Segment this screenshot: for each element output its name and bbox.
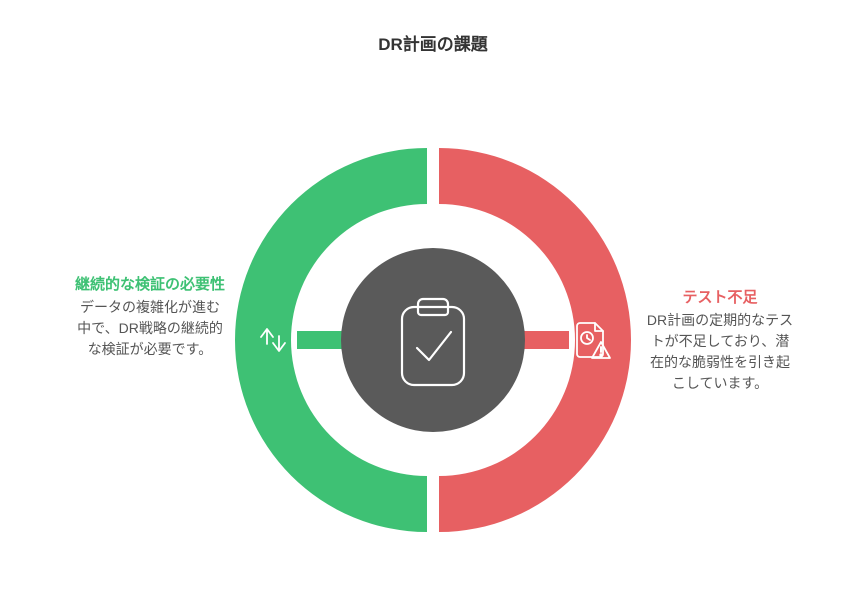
donut-diagram xyxy=(221,128,645,552)
right-text-block: テスト不足 DR計画の定期的なテストが不足しており、潜在的な脆弱性を引き起こして… xyxy=(645,288,795,394)
right-connector xyxy=(523,331,569,349)
gap-r-bot xyxy=(523,351,571,361)
left-desc: データの複雑化が進む中で、DR戦略の継続的な検証が必要です。 xyxy=(75,297,225,360)
diagram-title: DR計画の課題 xyxy=(0,30,866,55)
right-title: テスト不足 xyxy=(645,288,795,308)
gap-r-top xyxy=(523,319,571,329)
left-text-block: 継続的な検証の必要性 データの複雑化が進む中で、DR戦略の継続的な検証が必要です… xyxy=(75,275,225,360)
gap-l-bot xyxy=(295,351,343,361)
right-desc: DR計画の定期的なテストが不足しており、潜在的な脆弱性を引き起こしています。 xyxy=(645,310,795,394)
left-connector xyxy=(297,331,343,349)
gap-l-top xyxy=(295,319,343,329)
center-circle xyxy=(341,248,525,432)
left-title: 継続的な検証の必要性 xyxy=(75,275,225,295)
donut-svg xyxy=(221,128,645,552)
